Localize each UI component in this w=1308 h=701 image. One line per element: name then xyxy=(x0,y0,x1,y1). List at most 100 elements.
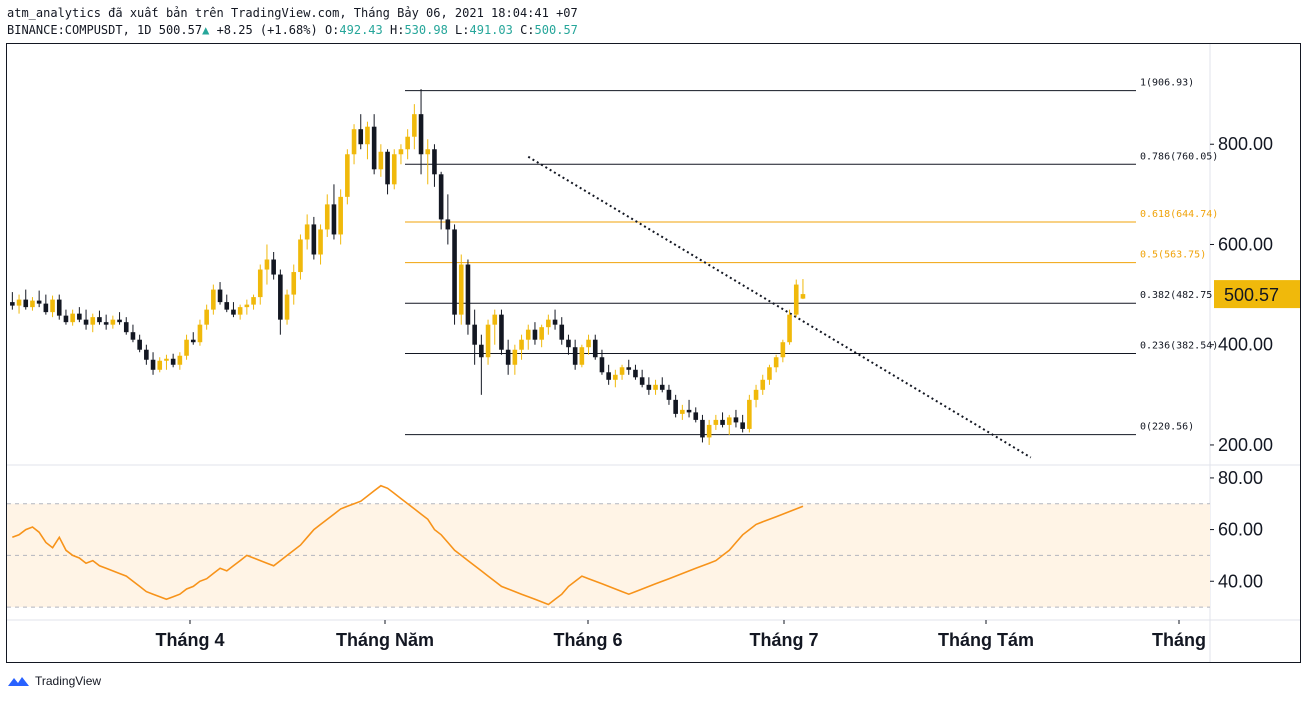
price-axis-tick-label: 600.00 xyxy=(1218,234,1273,254)
candle-body xyxy=(586,339,591,348)
candle-body xyxy=(780,342,786,358)
candle-body xyxy=(304,224,310,240)
candle-body xyxy=(278,274,283,320)
candle-body xyxy=(666,389,672,400)
candle-body xyxy=(572,347,578,365)
candle-body xyxy=(311,224,317,255)
candle-body xyxy=(97,317,102,323)
tradingview-logo-icon xyxy=(8,677,29,686)
price-axis-tick-label: 200.00 xyxy=(1218,435,1273,455)
candle-body xyxy=(700,419,705,438)
candle-body xyxy=(673,399,678,414)
candle-body xyxy=(77,313,82,320)
candle-body xyxy=(264,259,270,270)
candle-body xyxy=(787,314,792,343)
candle-body xyxy=(566,339,571,348)
close-value: 500.57 xyxy=(534,23,578,37)
candle-body xyxy=(345,154,350,197)
candle-body xyxy=(271,259,276,275)
candle-body xyxy=(579,347,585,365)
candle-body xyxy=(713,419,719,425)
candle-body xyxy=(385,151,390,185)
candle-body xyxy=(472,324,477,345)
fib-level-label: 0.5(563.75) xyxy=(1140,250,1206,261)
open-value: 492.43 xyxy=(339,23,383,37)
candle-body xyxy=(318,229,323,255)
candle-body xyxy=(740,422,745,429)
fib-level-label: 0.382(482.75) xyxy=(1140,290,1218,301)
candle-body xyxy=(445,219,451,230)
candle-body xyxy=(519,339,524,350)
candle-body xyxy=(432,149,437,175)
candle-body xyxy=(117,319,122,323)
rsi-axis-tick-label: 40.00 xyxy=(1218,571,1263,591)
candle-body xyxy=(760,379,766,390)
candle-body xyxy=(793,284,799,315)
candle-body xyxy=(505,349,511,365)
candle-body xyxy=(639,377,645,385)
price-axis-tick-label: 800.00 xyxy=(1218,134,1273,154)
candle-body xyxy=(659,384,665,390)
symbol-label: BINANCE:COMPUSDT, 1D xyxy=(7,23,152,37)
candle-body xyxy=(606,372,611,380)
candle-body xyxy=(479,344,484,358)
candle-body xyxy=(599,357,605,373)
candle-body xyxy=(204,309,209,325)
triangle-up-icon: ▲ xyxy=(202,23,210,37)
candle-body xyxy=(619,367,625,375)
candle-body xyxy=(693,412,699,420)
candle-body xyxy=(90,317,96,325)
candle-body xyxy=(378,151,384,170)
candle-body xyxy=(231,309,236,315)
candle-body xyxy=(405,136,410,150)
chart-container[interactable]: 1(906.93) 0.786(760.05) 0.618(644.74) 0.5(5… xyxy=(6,43,1301,663)
candle-body xyxy=(217,289,223,303)
candle-body xyxy=(244,304,250,308)
candle-body xyxy=(485,324,491,358)
candle-body xyxy=(284,294,290,320)
candle-body xyxy=(298,239,303,273)
candle-body xyxy=(438,174,444,220)
rsi-axis-tick-label: 60.00 xyxy=(1218,520,1263,540)
candle-body xyxy=(726,417,732,425)
candle-body xyxy=(130,332,136,340)
brand-label: TradingView xyxy=(35,674,102,688)
fib-level-label: 0.786(760.05) xyxy=(1140,151,1218,162)
candle-body xyxy=(458,264,464,315)
rsi-line xyxy=(12,484,804,606)
candle-body xyxy=(559,324,565,340)
candle-body xyxy=(532,329,538,340)
publish-info: atm_analytics đã xuất bản trên TradingVi… xyxy=(7,6,578,20)
candle-body xyxy=(646,384,652,390)
candle-body xyxy=(398,149,404,155)
price-change: +8.25 (+1.68%) xyxy=(216,23,318,37)
candle-body xyxy=(733,417,739,423)
candle-body xyxy=(391,154,397,185)
candle-body xyxy=(170,358,176,365)
candle-body xyxy=(137,339,142,350)
candle-body xyxy=(157,360,163,370)
candle-body xyxy=(257,269,263,298)
candle-body xyxy=(56,299,62,316)
footer: TradingView xyxy=(7,674,101,688)
fib-level-label: 0.618(644.74) xyxy=(1140,209,1218,220)
candle-body xyxy=(452,229,457,315)
candle-body xyxy=(371,126,377,170)
candle-body xyxy=(70,313,75,323)
fib-level-label: 1(906.93) xyxy=(1140,78,1194,89)
chart-canvas[interactable]: 1(906.93) 0.786(760.05) 0.618(644.74) 0.5(5… xyxy=(7,44,1300,662)
candle-body xyxy=(592,339,598,358)
candle-body xyxy=(653,384,658,390)
candle-body xyxy=(103,322,109,325)
candle-body xyxy=(706,424,712,438)
candle-body xyxy=(36,300,42,304)
candle-body xyxy=(83,319,89,325)
candle-body xyxy=(546,319,551,328)
candle-body xyxy=(50,299,55,313)
candle-body xyxy=(418,114,424,155)
time-axis-tick-label: Tháng 6 xyxy=(553,630,622,650)
candle-body xyxy=(686,409,692,413)
candle-body xyxy=(110,319,116,325)
candle-body xyxy=(30,300,35,308)
candle-body xyxy=(633,369,638,378)
